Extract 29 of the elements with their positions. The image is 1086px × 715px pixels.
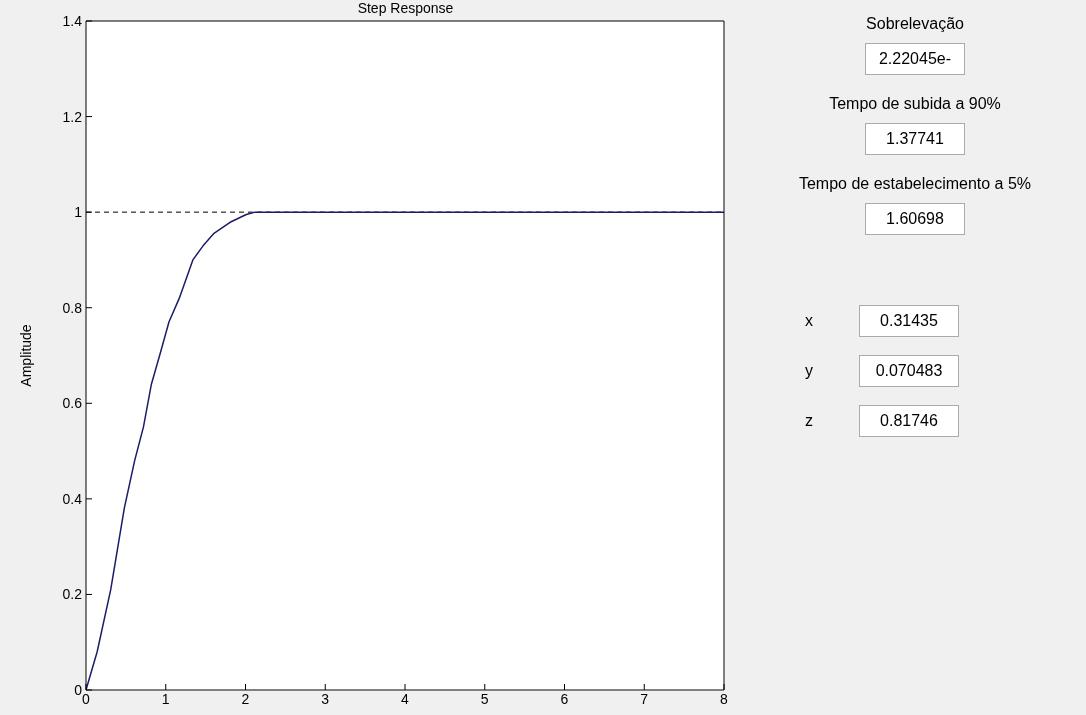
y-tick-label: 0.8	[62, 299, 83, 316]
text: 1.37741	[865, 123, 965, 155]
text: z	[805, 412, 814, 430]
x-tick-label: 6	[560, 690, 569, 707]
x-tick-label: 4	[401, 690, 410, 707]
text: 1.60698	[865, 203, 965, 235]
chart-title: Step Response	[356, 0, 455, 16]
x-tick-label: 3	[321, 690, 330, 707]
text: 0.81746	[859, 405, 959, 437]
x-tick-label: 2	[241, 690, 250, 707]
text: y	[805, 362, 814, 380]
y-tick-label: 0.6	[62, 395, 83, 412]
y-tick-label: 0.4	[62, 490, 83, 507]
text: 0.31435	[859, 305, 959, 337]
text: 0.070483	[859, 355, 959, 387]
x-tick-label: 5	[480, 690, 489, 707]
y-tick-label: 0.2	[62, 586, 83, 603]
x-tick-label: 7	[640, 690, 649, 707]
x-tick-label: 1	[161, 690, 170, 707]
y-tick-label: 1.4	[62, 12, 83, 29]
y-tick-label: 1	[74, 204, 83, 221]
text: x	[805, 312, 814, 330]
text: Tempo de estabelecimento a 5%	[798, 175, 1032, 193]
text: Sobrelevação	[866, 15, 964, 33]
x-tick-label: 8	[720, 690, 729, 707]
text: Tempo de subida a 90%	[829, 95, 1001, 113]
y-axis-title: Amplitude	[17, 324, 34, 387]
text: 2.22045e-	[865, 43, 965, 75]
y-tick-label: 1.2	[62, 108, 83, 125]
